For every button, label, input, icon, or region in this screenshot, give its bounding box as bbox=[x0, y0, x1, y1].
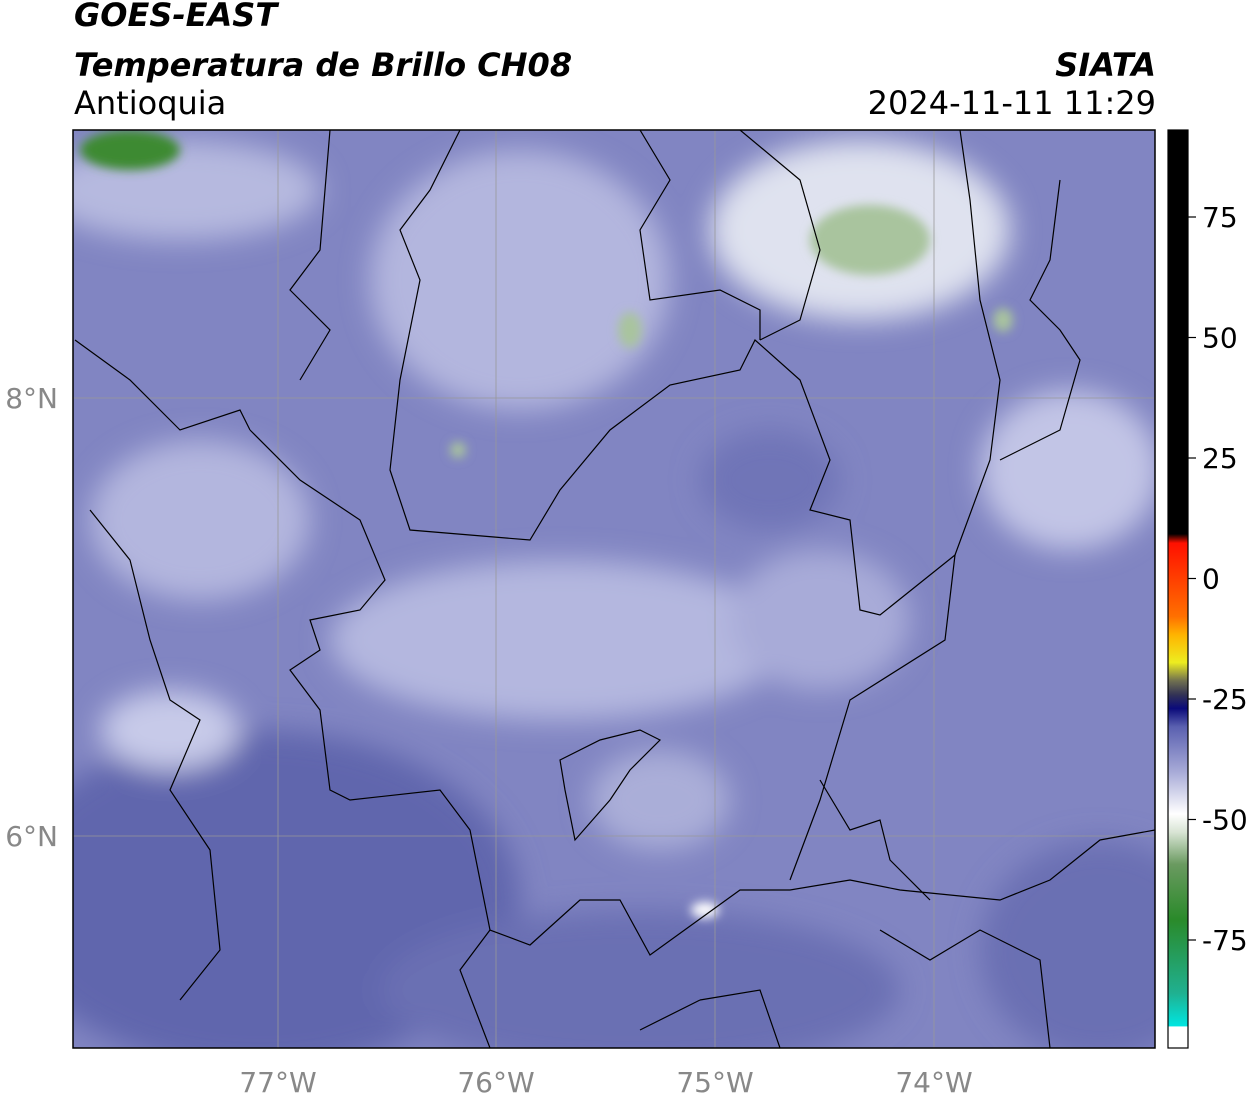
longitude-label: 74°W bbox=[895, 1066, 972, 1099]
longitude-label: 77°W bbox=[239, 1066, 316, 1099]
colorbar-tick-label: -50 bbox=[1202, 804, 1248, 837]
colorbar-tick-label: 0 bbox=[1202, 563, 1220, 596]
datetime: 2024-11-11 11:29 bbox=[867, 84, 1156, 122]
organization: SIATA bbox=[1055, 46, 1156, 84]
latitude-label: 6°N bbox=[5, 820, 58, 853]
colorbar bbox=[1167, 129, 1189, 1049]
region-label: Antioquia bbox=[74, 84, 227, 122]
colorbar-tick-label: -75 bbox=[1202, 924, 1248, 957]
longitude-label: 76°W bbox=[457, 1066, 534, 1099]
colorbar-tick-label: 75 bbox=[1202, 201, 1238, 234]
colorbar-tick-label: 25 bbox=[1202, 442, 1238, 475]
product-title: Temperatura de Brillo CH08 bbox=[74, 46, 573, 84]
satellite-title: GOES-EAST bbox=[74, 0, 278, 34]
map-frame bbox=[72, 129, 1156, 1049]
longitude-label: 75°W bbox=[676, 1066, 753, 1099]
colorbar-tick-label: -25 bbox=[1202, 683, 1248, 716]
graticule bbox=[73, 130, 1155, 1048]
boundaries bbox=[74, 130, 1155, 1048]
colorbar-tick-label: 50 bbox=[1202, 322, 1238, 355]
satellite-image bbox=[73, 130, 1155, 1048]
latitude-label: 8°N bbox=[5, 382, 58, 415]
